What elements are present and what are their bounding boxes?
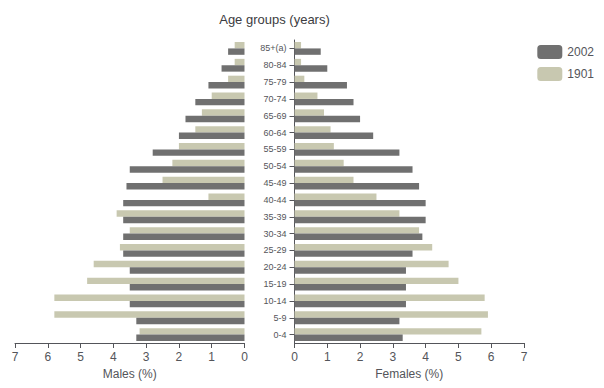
svg-text:3: 3 — [143, 350, 150, 364]
svg-text:0-4: 0-4 — [273, 330, 286, 340]
svg-text:15-19: 15-19 — [263, 279, 286, 289]
svg-text:4: 4 — [110, 350, 117, 364]
svg-text:Age groups (years): Age groups (years) — [219, 12, 330, 27]
svg-text:0: 0 — [291, 350, 298, 364]
svg-text:5: 5 — [455, 350, 462, 364]
svg-text:0: 0 — [241, 350, 248, 364]
svg-text:30-34: 30-34 — [263, 229, 286, 239]
svg-text:Males (%): Males (%) — [103, 367, 157, 381]
svg-text:6: 6 — [44, 350, 51, 364]
svg-text:7: 7 — [521, 350, 528, 364]
svg-text:1901: 1901 — [567, 67, 594, 81]
svg-text:2: 2 — [357, 350, 364, 364]
svg-text:2002: 2002 — [567, 45, 594, 59]
svg-text:2: 2 — [176, 350, 183, 364]
svg-text:45-49: 45-49 — [263, 178, 286, 188]
svg-text:4: 4 — [422, 350, 429, 364]
svg-text:Females (%): Females (%) — [375, 367, 443, 381]
svg-text:10-14: 10-14 — [263, 296, 286, 306]
svg-text:7: 7 — [12, 350, 19, 364]
svg-text:50-54: 50-54 — [263, 161, 286, 171]
svg-text:70-74: 70-74 — [263, 94, 286, 104]
svg-text:40-44: 40-44 — [263, 195, 286, 205]
svg-text:75-79: 75-79 — [263, 77, 286, 87]
svg-text:3: 3 — [390, 350, 397, 364]
svg-text:55-59: 55-59 — [263, 144, 286, 154]
svg-text:85+(a): 85+(a) — [260, 43, 286, 53]
svg-text:1: 1 — [208, 350, 215, 364]
svg-text:65-69: 65-69 — [263, 111, 286, 121]
svg-text:5: 5 — [77, 350, 84, 364]
svg-text:60-64: 60-64 — [263, 128, 286, 138]
svg-text:25-29: 25-29 — [263, 245, 286, 255]
svg-text:35-39: 35-39 — [263, 212, 286, 222]
svg-text:6: 6 — [488, 350, 495, 364]
svg-text:1: 1 — [324, 350, 331, 364]
svg-text:80-84: 80-84 — [263, 60, 286, 70]
svg-text:20-24: 20-24 — [263, 262, 286, 272]
svg-text:5-9: 5-9 — [273, 313, 286, 323]
